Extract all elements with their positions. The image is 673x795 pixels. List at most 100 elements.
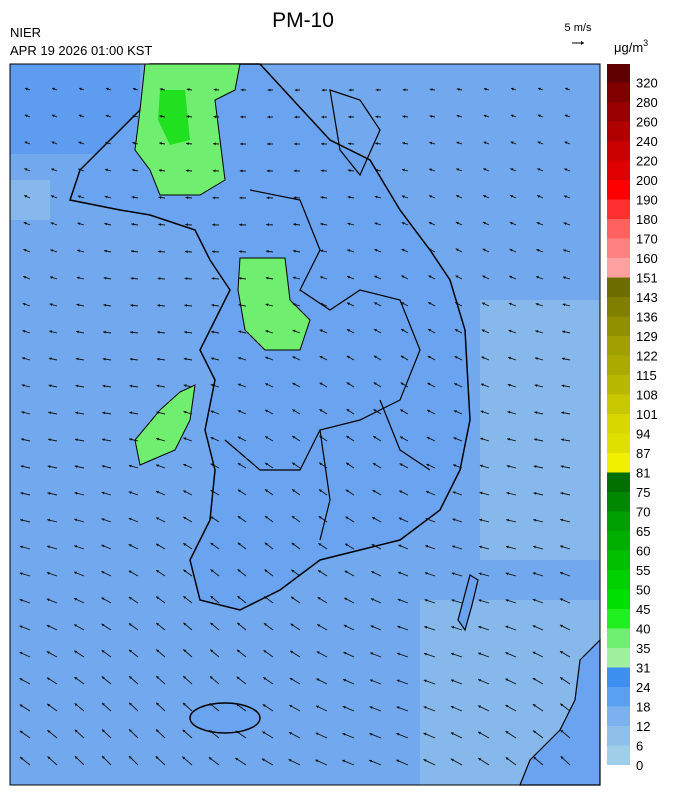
wind-arrowhead (292, 329, 296, 333)
wind-arrowhead (425, 545, 429, 548)
wind-arrowhead (52, 87, 56, 91)
wind-arrowhead (451, 599, 455, 602)
wind-arrowhead (157, 330, 160, 334)
wind-arrowhead (183, 596, 187, 599)
wind-arrowhead (183, 622, 187, 626)
wind-arrowhead (211, 250, 215, 254)
wind-arrowhead (375, 88, 379, 92)
wind-arrowhead (288, 732, 292, 735)
wind-arrowhead (344, 597, 348, 601)
wind-arrowhead (533, 465, 537, 468)
wind-arrowhead (315, 732, 319, 736)
wind-arrowhead (535, 357, 538, 360)
wind-arrowhead (292, 382, 296, 386)
higher-pm-area (158, 90, 190, 145)
wind-arrowhead (46, 677, 50, 681)
wind-arrowhead (24, 168, 28, 171)
wind-arrowhead (265, 383, 269, 386)
wind-arrowhead (183, 410, 187, 414)
wind-arrowhead (128, 464, 132, 468)
wind-arrowhead (398, 571, 402, 575)
wind-arrowhead (266, 196, 270, 200)
wind-arrowhead (532, 572, 536, 575)
wind-arrowhead (212, 196, 216, 200)
wind-arrowhead (263, 650, 267, 653)
wind-arrowhead (19, 572, 23, 576)
wind-arrowhead (374, 329, 378, 332)
wind-arrowhead (184, 330, 187, 334)
wind-arrowhead (427, 382, 431, 386)
wind-arrowhead (428, 329, 432, 332)
wind-arrowhead (401, 248, 405, 252)
wind-arrowhead (74, 729, 78, 733)
wind-arrowhead (155, 490, 159, 494)
wind-arrowhead (482, 248, 486, 252)
wind-scale-arrowhead (581, 41, 584, 45)
wind-arrowhead (510, 114, 514, 118)
wind-arrowhead (509, 221, 513, 225)
wind-arrowhead (129, 411, 133, 415)
wind-arrowhead (478, 758, 482, 761)
wind-arrowhead (505, 545, 509, 549)
wind-arrowhead (101, 623, 105, 627)
colorbar-label: 240 (636, 134, 658, 149)
color-swatch (607, 609, 630, 629)
wind-arrowhead (101, 676, 105, 680)
wind-arrowhead (532, 545, 536, 549)
wind-arrowhead (50, 249, 54, 252)
wind-arrowhead (372, 463, 376, 466)
wind-arrowhead (564, 114, 568, 118)
wind-arrowhead (373, 436, 377, 439)
wind-arrowhead (210, 437, 214, 440)
wind-arrowhead (480, 383, 484, 387)
wind-arrowhead (483, 195, 487, 198)
wind-arrowhead (158, 196, 162, 199)
wind-arrowhead (156, 357, 160, 361)
wind-arrowhead (156, 649, 160, 653)
wind-arrowhead (320, 222, 324, 226)
wind-arrowhead (210, 383, 214, 387)
wind-arrowhead (370, 625, 374, 629)
wind-arrowhead (505, 731, 509, 734)
wind-arrowhead (345, 543, 349, 547)
wind-arrowhead (289, 705, 293, 708)
map (9, 63, 601, 786)
wind-arrowhead (183, 384, 187, 388)
wind-arrowhead (428, 275, 432, 279)
wind-arrowhead (156, 676, 160, 679)
color-swatch (607, 706, 630, 726)
wind-arrowhead (156, 384, 160, 388)
wind-arrowhead (374, 275, 378, 279)
wind-arrowhead (428, 221, 432, 225)
wind-arrowhead (104, 249, 107, 253)
colorbar-label: 101 (636, 407, 658, 422)
wind-arrowhead (342, 706, 346, 709)
wind-arrowhead (347, 249, 351, 252)
wind-arrowhead (347, 302, 351, 306)
colorbar-label: 200 (636, 173, 658, 188)
wind-arrowhead (236, 703, 240, 707)
colorbar-label: 65 (636, 524, 650, 539)
color-swatch (607, 64, 630, 83)
wind-arrowhead (455, 275, 459, 279)
colorbar-label: 160 (636, 251, 658, 266)
wind-arrowhead (128, 544, 132, 547)
wind-arrowhead (320, 196, 324, 199)
wind-arrowhead (532, 651, 536, 655)
color-swatch (607, 433, 630, 453)
wind-arrowhead (185, 223, 188, 227)
wind-arrowhead (346, 462, 350, 466)
color-swatch (607, 82, 630, 102)
wind-arrowhead (450, 758, 454, 762)
wind-arrowhead (343, 624, 347, 628)
wind-arrowhead (508, 302, 512, 306)
wind-arrowhead (401, 222, 405, 225)
wind-arrowhead (157, 304, 161, 307)
colorbar-label: 50 (636, 583, 650, 598)
wind-arrowhead (238, 276, 242, 280)
color-swatch (607, 531, 630, 551)
wind-arrowhead (480, 437, 484, 441)
wind-arrowhead (373, 409, 377, 412)
wind-arrowhead (536, 276, 540, 279)
wind-arrowhead (290, 596, 294, 600)
